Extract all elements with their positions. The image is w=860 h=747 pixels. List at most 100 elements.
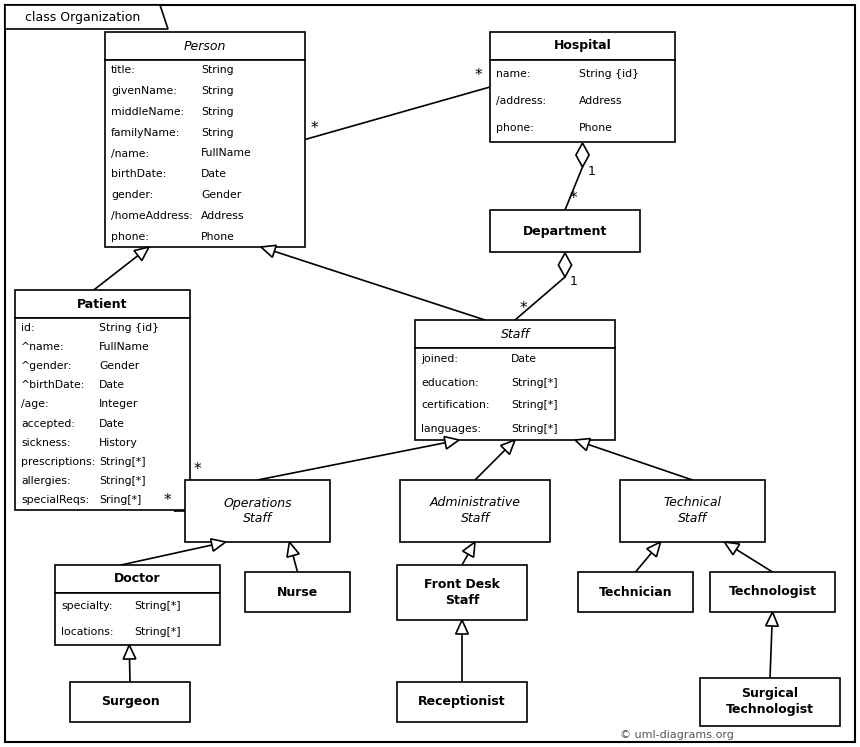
Text: FullName: FullName <box>201 149 252 158</box>
Text: name:: name: <box>496 69 531 78</box>
Text: History: History <box>99 438 138 447</box>
Polygon shape <box>765 612 778 626</box>
Text: Date: Date <box>201 170 227 179</box>
Text: Operations
Staff: Operations Staff <box>224 497 292 525</box>
Bar <box>70 682 190 722</box>
Polygon shape <box>123 645 136 659</box>
Text: String: String <box>201 86 234 96</box>
Text: Administrative
Staff: Administrative Staff <box>429 497 520 525</box>
Text: education:: education: <box>421 377 479 388</box>
Text: Receptionist: Receptionist <box>418 695 506 708</box>
Text: String: String <box>201 66 234 75</box>
Bar <box>397 565 527 620</box>
Polygon shape <box>575 438 590 450</box>
Polygon shape <box>501 440 515 454</box>
Text: Nurse: Nurse <box>277 586 318 598</box>
Text: String: String <box>201 107 234 117</box>
Text: Integer: Integer <box>99 400 138 409</box>
Text: Address: Address <box>579 96 623 106</box>
Text: String[*]: String[*] <box>99 476 145 486</box>
Text: String: String <box>201 128 234 137</box>
Text: Date: Date <box>99 418 125 429</box>
Polygon shape <box>724 542 740 555</box>
Bar <box>15 318 190 510</box>
Bar <box>490 210 640 252</box>
Text: © uml-diagrams.org: © uml-diagrams.org <box>620 730 734 740</box>
Bar <box>55 593 220 645</box>
Text: title:: title: <box>111 66 136 75</box>
Text: /name:: /name: <box>111 149 149 158</box>
Text: 1: 1 <box>570 275 578 288</box>
Bar <box>710 572 835 612</box>
Text: String[*]: String[*] <box>511 424 557 433</box>
Bar <box>105 32 305 60</box>
Text: Phone: Phone <box>201 232 235 241</box>
Text: /homeAddress:: /homeAddress: <box>111 211 193 221</box>
Text: sickness:: sickness: <box>21 438 71 447</box>
Text: Doctor: Doctor <box>114 572 161 586</box>
Text: locations:: locations: <box>61 627 114 637</box>
Text: *: * <box>163 493 171 508</box>
Text: familyName:: familyName: <box>111 128 181 137</box>
Text: *: * <box>194 462 201 477</box>
Text: id:: id: <box>21 323 34 332</box>
Polygon shape <box>647 542 660 557</box>
Text: prescriptions:: prescriptions: <box>21 457 95 467</box>
Bar <box>55 565 220 593</box>
Text: Technical
Staff: Technical Staff <box>664 497 722 525</box>
Text: Person: Person <box>184 40 226 52</box>
Text: phone:: phone: <box>111 232 149 241</box>
Bar <box>185 480 330 542</box>
Text: String[*]: String[*] <box>511 377 557 388</box>
Polygon shape <box>558 253 572 277</box>
Text: /address:: /address: <box>496 96 546 106</box>
Bar <box>105 60 305 247</box>
Bar <box>490 60 675 142</box>
Text: joined:: joined: <box>421 355 458 365</box>
Text: Address: Address <box>201 211 244 221</box>
Text: givenName:: givenName: <box>111 86 177 96</box>
Polygon shape <box>5 5 168 29</box>
Text: *: * <box>475 68 482 83</box>
Text: Surgeon: Surgeon <box>101 695 159 708</box>
Text: allergies:: allergies: <box>21 476 71 486</box>
Polygon shape <box>261 245 276 257</box>
Bar <box>700 678 840 726</box>
Bar <box>400 480 550 542</box>
Text: Staff: Staff <box>501 327 530 341</box>
Polygon shape <box>134 247 149 261</box>
Polygon shape <box>576 143 589 167</box>
Text: ^birthDate:: ^birthDate: <box>21 380 85 390</box>
Bar <box>245 572 350 612</box>
Bar <box>415 320 615 348</box>
Bar <box>397 682 527 722</box>
Text: phone:: phone: <box>496 123 534 133</box>
Text: certification:: certification: <box>421 400 489 411</box>
Polygon shape <box>463 542 475 557</box>
Text: Date: Date <box>99 380 125 390</box>
Text: FullName: FullName <box>99 342 150 352</box>
Text: Date: Date <box>511 355 537 365</box>
Text: ^gender:: ^gender: <box>21 361 72 371</box>
Text: String[*]: String[*] <box>511 400 557 411</box>
Text: *: * <box>311 120 318 135</box>
Bar <box>415 348 615 440</box>
Text: Gender: Gender <box>99 361 139 371</box>
Text: Technologist: Technologist <box>728 586 816 598</box>
Text: String[*]: String[*] <box>99 457 145 467</box>
Text: gender:: gender: <box>111 190 153 200</box>
Text: String[*]: String[*] <box>134 627 181 637</box>
Text: *: * <box>570 191 578 206</box>
Text: specialty:: specialty: <box>61 601 113 611</box>
Text: accepted:: accepted: <box>21 418 75 429</box>
Text: specialReqs:: specialReqs: <box>21 495 89 506</box>
Text: middleName:: middleName: <box>111 107 184 117</box>
Text: Technician: Technician <box>599 586 673 598</box>
Polygon shape <box>287 542 299 557</box>
Text: ^name:: ^name: <box>21 342 64 352</box>
Text: Gender: Gender <box>201 190 242 200</box>
Text: Phone: Phone <box>579 123 612 133</box>
Text: *: * <box>520 301 528 316</box>
Bar <box>620 480 765 542</box>
Bar <box>15 290 190 318</box>
